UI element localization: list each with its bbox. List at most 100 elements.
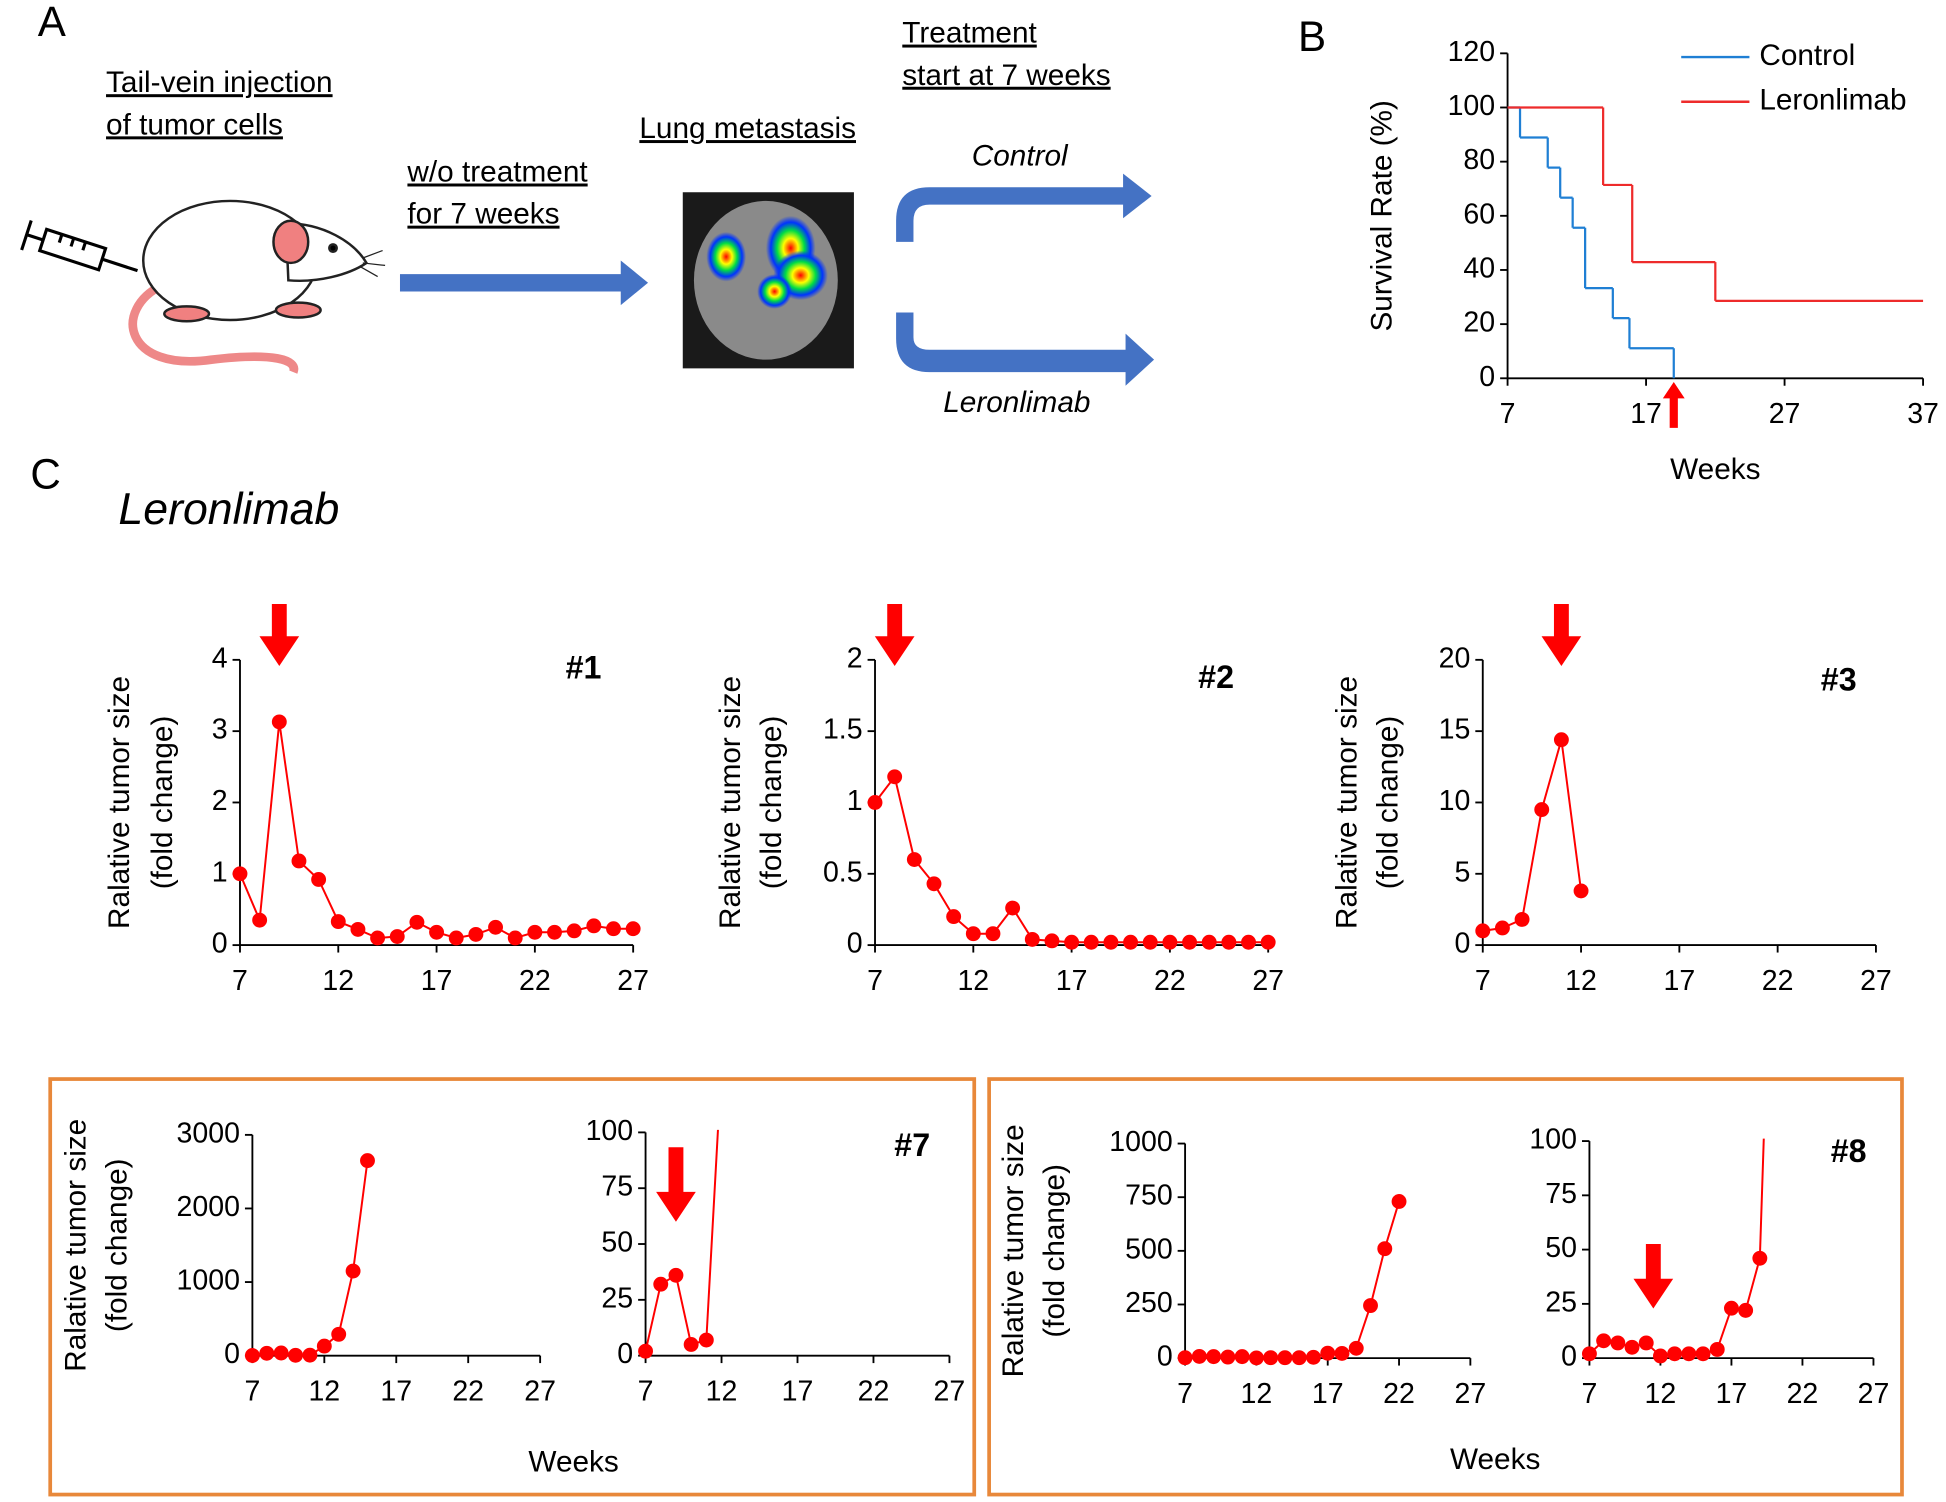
data-point	[448, 930, 464, 946]
data-point	[653, 1276, 669, 1292]
data-point	[1573, 883, 1589, 899]
x-tick-label: 17	[1663, 965, 1695, 997]
data-point	[1064, 934, 1080, 950]
data-point	[698, 1332, 714, 1348]
step-text: Tail-vein injection	[106, 66, 333, 99]
y-tick-label: 0	[617, 1338, 633, 1370]
y-tick-label: 75	[1545, 1178, 1577, 1210]
data-point	[370, 930, 386, 946]
y-tick-label: 1000	[1109, 1126, 1172, 1158]
y-tick-label: 1	[212, 856, 228, 888]
step-text: start at 7 weeks	[902, 59, 1110, 92]
data-point	[311, 872, 327, 887]
panel-label: A	[38, 0, 67, 45]
x-tick-label: 7	[232, 965, 248, 997]
section-title: Leronlimab	[118, 485, 339, 534]
x-tick-label: 22	[1787, 1378, 1819, 1410]
panel-label: B	[1298, 13, 1326, 60]
data-line	[874, 774, 1269, 944]
x-tick-label: 27	[934, 1375, 966, 1407]
data-point	[350, 921, 366, 937]
data-line	[1588, 1138, 1765, 1358]
x-tick-label: 27	[524, 1375, 556, 1407]
x-tick-label: 27	[1454, 1378, 1486, 1410]
flow-arrow	[896, 173, 1152, 242]
x-tick-label: 17	[1312, 1378, 1344, 1410]
y-tick-label: 0	[1157, 1341, 1173, 1373]
lung-image	[682, 192, 854, 369]
data-point	[389, 929, 405, 944]
data-point	[1005, 900, 1021, 916]
y-tick-label: 0	[212, 928, 228, 960]
x-tick-label: 12	[706, 1375, 738, 1407]
y-tick-label: 80	[1463, 144, 1495, 176]
x-tick-label: 22	[1154, 965, 1186, 997]
y-tick-label: 100	[1529, 1124, 1577, 1156]
x-tick-label: 7	[867, 965, 883, 997]
data-point	[1475, 923, 1491, 939]
y-tick-label: 20	[1463, 307, 1495, 339]
plot-area	[244, 1153, 375, 1363]
data-point	[1024, 931, 1040, 947]
data-point	[1182, 934, 1197, 950]
x-tick-label: 12	[1645, 1378, 1677, 1410]
arm-label: Leronlimab	[943, 386, 1090, 419]
data-point	[1581, 1346, 1597, 1362]
panel-tag: #2	[1198, 659, 1234, 695]
syringe	[20, 219, 138, 273]
data-point	[1260, 934, 1276, 950]
data-point	[271, 714, 287, 730]
data-point	[566, 923, 582, 939]
data-point	[946, 909, 962, 925]
data-point	[1206, 1349, 1222, 1365]
data-point	[1320, 1345, 1336, 1361]
data-point	[926, 876, 942, 892]
y-axis-label: Ralative tumor size	[1331, 676, 1364, 929]
pointer-arrow	[1662, 382, 1685, 428]
data-point	[1201, 934, 1217, 950]
data-point	[1494, 920, 1510, 936]
data-point	[468, 926, 484, 942]
data-point	[887, 769, 903, 785]
data-point	[1709, 1342, 1725, 1357]
data-point	[1638, 1335, 1654, 1351]
y-tick-label: 15	[1439, 714, 1471, 746]
x-tick-label: 12	[1565, 965, 1597, 997]
data-point	[1334, 1345, 1350, 1361]
pointer-arrow	[1541, 604, 1582, 667]
y-axis-label: (fold change)	[1038, 1164, 1071, 1338]
y-axis-label: (fold change)	[755, 716, 788, 890]
step-text: of tumor cells	[106, 108, 283, 141]
y-axis-label: Ralative tumor size	[59, 1119, 92, 1372]
data-point	[1103, 934, 1119, 950]
data-point	[1277, 1350, 1293, 1366]
data-point	[1681, 1346, 1697, 1362]
data-line	[239, 721, 634, 940]
group-box	[48, 1077, 977, 1497]
data-point	[1553, 732, 1569, 748]
y-tick-label: 1000	[177, 1265, 240, 1297]
x-tick-label: 27	[1769, 398, 1801, 430]
y-tick-label: 0	[847, 928, 863, 960]
x-tick-label: 17	[1716, 1378, 1748, 1410]
data-point	[259, 1345, 275, 1361]
pointer-arrow	[874, 604, 915, 667]
data-point	[360, 1153, 375, 1169]
data-point	[316, 1338, 332, 1354]
data-point	[1781, 244, 1796, 259]
data-point	[291, 853, 307, 869]
y-tick-label: 75	[601, 1171, 633, 1203]
data-point	[867, 795, 883, 810]
arm-label: Control	[972, 139, 1069, 172]
data-point	[1221, 934, 1237, 950]
x-tick-label: 7	[1500, 398, 1516, 430]
panel-tag: #3	[1821, 662, 1857, 698]
data-point	[1624, 1339, 1640, 1355]
flow-arrow	[896, 312, 1155, 386]
pointer-arrow	[656, 1147, 696, 1222]
data-point	[1162, 934, 1178, 950]
data-line	[1185, 1201, 1400, 1359]
data-point	[527, 924, 543, 940]
data-point	[547, 924, 562, 940]
y-axis-label: Ralative tumor size	[103, 676, 136, 929]
